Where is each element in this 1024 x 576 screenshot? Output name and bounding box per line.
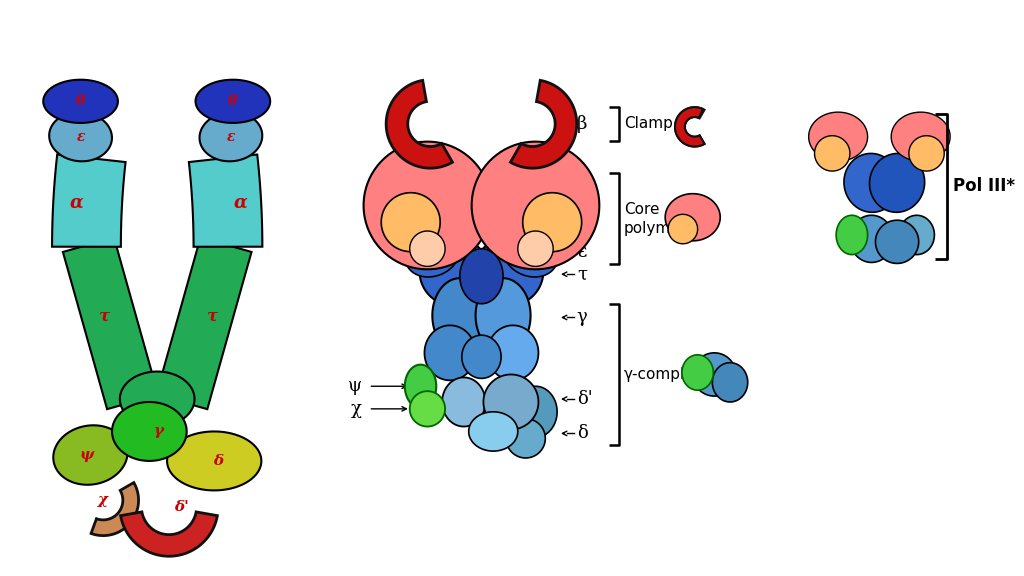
Polygon shape [432,278,487,353]
Text: ε: ε [577,242,586,261]
Polygon shape [49,112,112,161]
Polygon shape [487,325,539,380]
Polygon shape [475,278,530,353]
Polygon shape [121,512,217,556]
Text: Core
polymerase: Core polymerase [624,202,714,236]
Polygon shape [406,232,459,277]
Polygon shape [909,136,944,171]
Text: α: α [233,194,248,211]
Polygon shape [483,374,539,430]
Text: δ': δ' [174,500,189,514]
Polygon shape [504,232,557,277]
Text: τ: τ [577,265,587,283]
Polygon shape [675,107,705,146]
Polygon shape [869,153,925,213]
Polygon shape [381,193,440,252]
Text: β: β [577,115,587,133]
Polygon shape [876,220,919,263]
Text: χ: χ [98,493,109,507]
Text: ε: ε [226,130,236,143]
Text: γ: γ [577,309,588,327]
Polygon shape [506,419,546,458]
Polygon shape [410,391,445,427]
Text: ψ: ψ [347,377,361,395]
Polygon shape [200,112,262,161]
Text: τ: τ [206,307,217,324]
Polygon shape [425,325,475,380]
Text: γ-complex: γ-complex [624,367,703,382]
Polygon shape [52,154,126,247]
Polygon shape [167,431,261,490]
Polygon shape [668,214,697,244]
Text: θ: θ [228,94,238,108]
Polygon shape [196,79,270,123]
Text: ε: ε [77,130,85,143]
Polygon shape [474,237,544,306]
Polygon shape [675,107,705,146]
Polygon shape [120,372,195,427]
Polygon shape [410,231,445,266]
Polygon shape [666,194,720,241]
Polygon shape [462,335,501,378]
Polygon shape [899,215,935,255]
Text: δ: δ [213,454,223,468]
Polygon shape [469,412,518,451]
Polygon shape [837,215,867,255]
Polygon shape [522,193,582,252]
Polygon shape [364,142,492,270]
Text: δ': δ' [577,390,593,408]
Polygon shape [891,112,950,161]
Polygon shape [53,425,128,485]
Text: τ: τ [97,307,109,324]
Text: χ: χ [350,400,361,418]
Polygon shape [692,353,736,396]
Polygon shape [844,153,899,213]
Polygon shape [404,365,436,408]
Polygon shape [514,386,557,437]
Text: γ: γ [154,425,164,438]
Polygon shape [518,231,553,266]
Polygon shape [62,237,158,409]
Text: θ: θ [577,216,588,234]
Polygon shape [850,215,893,263]
Polygon shape [43,79,118,123]
Polygon shape [814,136,850,171]
Polygon shape [442,377,485,427]
Polygon shape [386,81,453,168]
Text: α: α [577,187,589,204]
Polygon shape [682,355,714,390]
Polygon shape [112,402,186,461]
Polygon shape [510,81,577,168]
Polygon shape [472,142,599,270]
Polygon shape [809,112,867,161]
Text: θ: θ [76,94,85,108]
Text: Clamp: Clamp [624,116,673,131]
Polygon shape [157,237,252,409]
Polygon shape [420,237,488,306]
Text: α: α [70,194,84,211]
Text: ψ: ψ [79,448,93,462]
Polygon shape [91,483,138,536]
Polygon shape [460,249,503,304]
Text: Pol III*: Pol III* [953,177,1015,195]
Text: δ: δ [577,425,588,442]
Polygon shape [713,363,748,402]
Polygon shape [188,154,262,247]
